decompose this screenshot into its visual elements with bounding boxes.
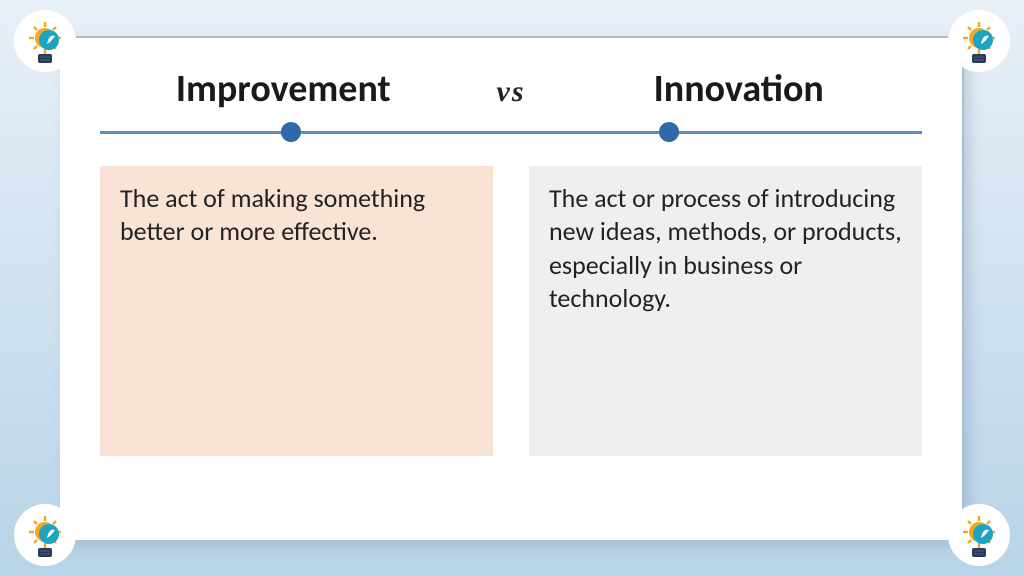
divider-dot-left — [281, 122, 301, 142]
columns: The act of making something better or mo… — [100, 166, 922, 456]
heading-right: Innovation — [556, 66, 923, 112]
logo-icon — [948, 504, 1010, 566]
logo-icon — [948, 10, 1010, 72]
panel-innovation: The act or process of introducing new id… — [529, 166, 922, 456]
logo-icon — [14, 504, 76, 566]
content-card: Improvement vs Innovation The act of mak… — [60, 36, 964, 540]
divider — [100, 120, 922, 144]
heading-left: Improvement — [100, 66, 467, 112]
heading-vs: vs — [497, 75, 526, 109]
divider-line — [100, 131, 922, 134]
logo-icon — [14, 10, 76, 72]
panel-improvement: The act of making something better or mo… — [100, 166, 493, 456]
heading-row: Improvement vs Innovation — [100, 66, 922, 112]
divider-dot-right — [659, 122, 679, 142]
